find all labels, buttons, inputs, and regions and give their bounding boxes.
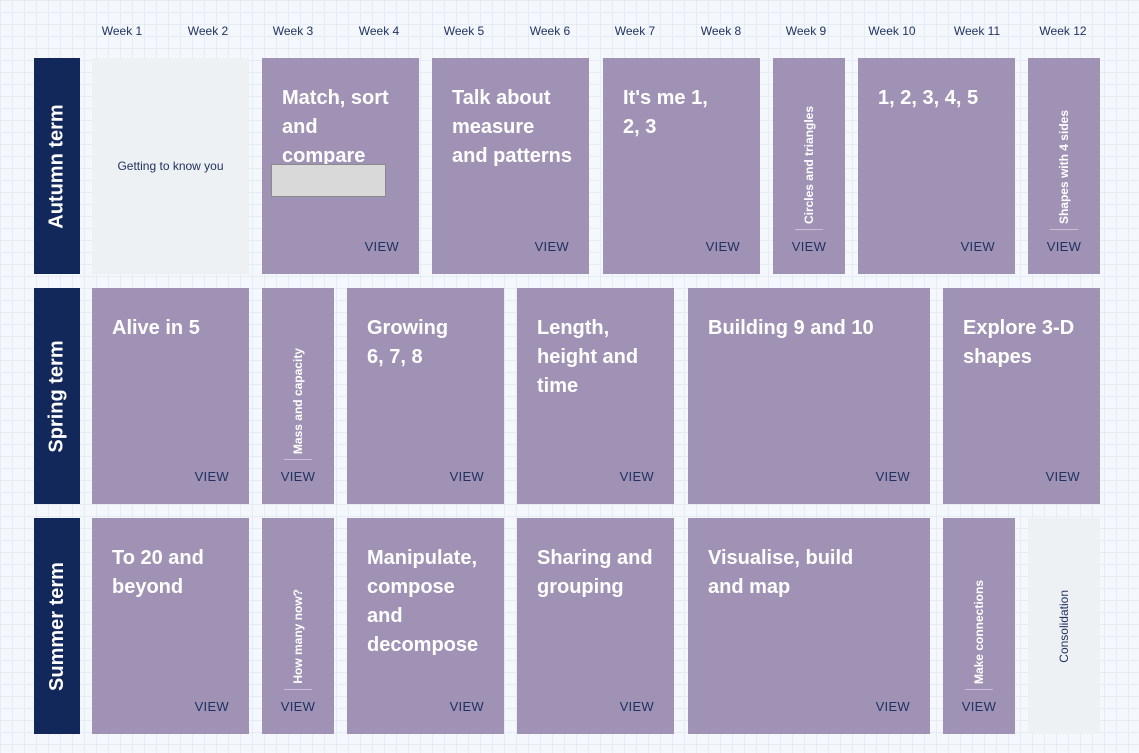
block-explore-3d-shapes[interactable]: Explore 3-D shapes VIEW <box>943 288 1100 504</box>
week-label: Week 12 <box>1039 24 1087 38</box>
view-link[interactable]: VIEW <box>875 699 910 714</box>
block-title: Match, sort and compare <box>282 87 389 167</box>
block-title: Talk about measure and patterns <box>452 87 573 167</box>
block-title: Growing 6, 7, 8 <box>367 317 449 368</box>
term-label-text: Autumn term <box>45 103 68 229</box>
term-label-summer: Summer term <box>34 518 80 734</box>
block-match-sort-compare[interactable]: Match, sort and compare VIEW <box>262 58 419 274</box>
view-link[interactable]: VIEW <box>194 699 229 714</box>
block-manipulate-compose[interactable]: Manipulate, compose and decompose VIEW <box>347 518 504 734</box>
view-link[interactable]: VIEW <box>619 469 654 484</box>
divider <box>965 689 993 690</box>
block-title: Shapes with 4 sides <box>1057 109 1071 224</box>
divider <box>795 229 823 230</box>
block-title: Make connections <box>972 579 986 684</box>
block-length-height-time[interactable]: Length, height and time VIEW <box>517 288 674 504</box>
term-label-text: Spring term <box>45 339 68 453</box>
block-title: It's me 1, 2, 3 <box>623 87 708 138</box>
divider <box>284 689 312 690</box>
view-link[interactable]: VIEW <box>791 239 827 254</box>
text-input[interactable] <box>271 164 386 197</box>
block-title: Circles and triangles <box>802 105 816 224</box>
view-link[interactable]: VIEW <box>449 469 484 484</box>
block-title: Alive in 5 <box>112 317 200 339</box>
view-link[interactable]: VIEW <box>364 239 399 254</box>
week-label: Week 1 <box>101 24 143 38</box>
view-link[interactable]: VIEW <box>961 699 997 714</box>
block-make-connections[interactable]: Make connections VIEW <box>943 518 1015 734</box>
view-link[interactable]: VIEW <box>1045 469 1080 484</box>
block-title: Getting to know you <box>117 159 224 173</box>
view-link[interactable]: VIEW <box>705 239 740 254</box>
term-label-autumn: Autumn term <box>34 58 80 274</box>
view-link[interactable]: VIEW <box>960 239 995 254</box>
block-mass-capacity[interactable]: Mass and capacity VIEW <box>262 288 334 504</box>
block-visualise-build-map[interactable]: Visualise, build and map VIEW <box>688 518 930 734</box>
block-consolidation: Consolidation <box>1028 518 1100 734</box>
view-link[interactable]: VIEW <box>1046 239 1082 254</box>
block-growing[interactable]: Growing 6, 7, 8 VIEW <box>347 288 504 504</box>
block-title: Visualise, build and map <box>708 547 854 598</box>
block-shapes-4-sides[interactable]: Shapes with 4 sides VIEW <box>1028 58 1100 274</box>
view-link[interactable]: VIEW <box>449 699 484 714</box>
block-title: 1, 2, 3, 4, 5 <box>878 87 979 109</box>
week-label: Week 5 <box>443 24 485 38</box>
block-title: Mass and capacity <box>291 347 305 454</box>
block-one-to-five[interactable]: 1, 2, 3, 4, 5 VIEW <box>858 58 1015 274</box>
block-title: How many now? <box>291 589 305 684</box>
divider <box>284 459 312 460</box>
block-title: Building 9 and 10 <box>708 317 874 339</box>
block-title: Explore 3-D shapes <box>963 317 1075 368</box>
block-talk-about-measure[interactable]: Talk about measure and patterns VIEW <box>432 58 589 274</box>
view-link[interactable]: VIEW <box>194 469 229 484</box>
week-label: Week 3 <box>272 24 314 38</box>
term-label-spring: Spring term <box>34 288 80 504</box>
block-its-me[interactable]: It's me 1, 2, 3 VIEW <box>603 58 760 274</box>
view-link[interactable]: VIEW <box>534 239 569 254</box>
block-building-9-10[interactable]: Building 9 and 10 VIEW <box>688 288 930 504</box>
week-label: Week 4 <box>358 24 400 38</box>
block-to-20-and-beyond[interactable]: To 20 and beyond VIEW <box>92 518 249 734</box>
block-title: Sharing and grouping <box>537 547 653 598</box>
week-label: Week 9 <box>785 24 827 38</box>
block-title: Consolidation <box>1057 589 1071 663</box>
week-label: Week 11 <box>953 24 1001 38</box>
block-title: Length, height and time <box>537 317 639 397</box>
view-link[interactable]: VIEW <box>875 469 910 484</box>
view-link[interactable]: VIEW <box>280 469 316 484</box>
block-title: To 20 and beyond <box>112 547 204 598</box>
block-getting-to-know-you: Getting to know you <box>92 58 249 274</box>
week-label: Week 6 <box>529 24 571 38</box>
block-sharing-grouping[interactable]: Sharing and grouping VIEW <box>517 518 674 734</box>
block-title: Manipulate, compose and decompose <box>367 547 479 656</box>
term-label-text: Summer term <box>45 561 68 691</box>
view-link[interactable]: VIEW <box>619 699 654 714</box>
week-label: Week 8 <box>700 24 742 38</box>
view-link[interactable]: VIEW <box>280 699 316 714</box>
week-label: Week 10 <box>868 24 916 38</box>
block-circles-triangles[interactable]: Circles and triangles VIEW <box>773 58 845 274</box>
week-label: Week 2 <box>187 24 229 38</box>
block-alive-in-5[interactable]: Alive in 5 VIEW <box>92 288 249 504</box>
divider <box>1050 229 1078 230</box>
block-how-many-now[interactable]: How many now? VIEW <box>262 518 334 734</box>
week-label: Week 7 <box>614 24 656 38</box>
